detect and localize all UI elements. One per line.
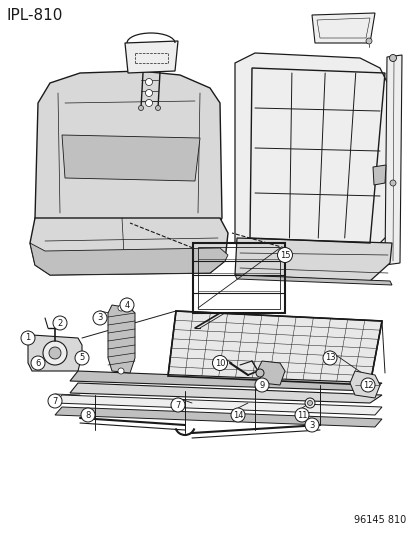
Circle shape <box>118 305 124 311</box>
Circle shape <box>254 378 268 392</box>
Text: 13: 13 <box>324 353 335 362</box>
Circle shape <box>93 311 107 325</box>
Polygon shape <box>70 371 381 391</box>
Polygon shape <box>108 305 135 373</box>
Polygon shape <box>55 395 381 415</box>
Text: 12: 12 <box>362 381 373 390</box>
Text: 1: 1 <box>25 334 31 343</box>
Polygon shape <box>235 238 391 281</box>
Text: 3: 3 <box>97 313 102 322</box>
Text: IPL-810: IPL-810 <box>7 8 63 23</box>
Circle shape <box>322 351 336 365</box>
Polygon shape <box>70 383 381 403</box>
Polygon shape <box>125 41 178 73</box>
Text: 10: 10 <box>214 359 225 367</box>
Circle shape <box>31 356 45 370</box>
Text: 3: 3 <box>309 421 314 430</box>
Text: 11: 11 <box>296 410 306 419</box>
Text: 96145 810: 96145 810 <box>353 515 405 525</box>
Polygon shape <box>30 218 228 275</box>
Circle shape <box>49 347 61 359</box>
Polygon shape <box>311 13 374 43</box>
Polygon shape <box>55 407 381 427</box>
Text: 14: 14 <box>232 410 243 419</box>
Polygon shape <box>372 165 385 185</box>
Circle shape <box>294 408 308 422</box>
Text: 9: 9 <box>259 381 264 390</box>
Circle shape <box>365 38 371 44</box>
Circle shape <box>53 316 67 330</box>
Polygon shape <box>30 243 228 275</box>
Text: 15: 15 <box>279 251 290 260</box>
Polygon shape <box>168 311 381 385</box>
Polygon shape <box>257 361 284 385</box>
Circle shape <box>304 418 318 432</box>
Circle shape <box>230 408 244 422</box>
Circle shape <box>389 180 395 186</box>
Circle shape <box>304 398 314 408</box>
Circle shape <box>389 54 396 61</box>
Polygon shape <box>384 55 401 265</box>
Circle shape <box>360 378 374 392</box>
Circle shape <box>361 382 367 388</box>
Circle shape <box>145 100 152 107</box>
Circle shape <box>212 356 227 370</box>
Circle shape <box>145 90 152 96</box>
Circle shape <box>171 398 185 412</box>
Circle shape <box>21 331 35 345</box>
Circle shape <box>145 78 152 85</box>
Text: 2: 2 <box>57 319 62 327</box>
Text: 5: 5 <box>79 353 84 362</box>
Polygon shape <box>28 335 82 371</box>
Text: 8: 8 <box>85 410 90 419</box>
Polygon shape <box>235 275 391 285</box>
Text: 7: 7 <box>52 397 57 406</box>
Circle shape <box>120 298 134 312</box>
Text: 4: 4 <box>124 301 129 310</box>
Circle shape <box>277 247 292 262</box>
Circle shape <box>43 341 67 365</box>
Polygon shape <box>235 53 389 253</box>
Text: 6: 6 <box>35 359 40 367</box>
Circle shape <box>155 106 160 110</box>
Circle shape <box>307 400 312 406</box>
Text: 7: 7 <box>175 400 180 409</box>
Polygon shape <box>62 135 199 181</box>
Circle shape <box>118 368 124 374</box>
Polygon shape <box>349 371 379 398</box>
Polygon shape <box>35 71 221 235</box>
Circle shape <box>48 394 62 408</box>
Circle shape <box>138 106 143 110</box>
Circle shape <box>255 369 263 377</box>
Circle shape <box>81 408 95 422</box>
Circle shape <box>75 351 89 365</box>
